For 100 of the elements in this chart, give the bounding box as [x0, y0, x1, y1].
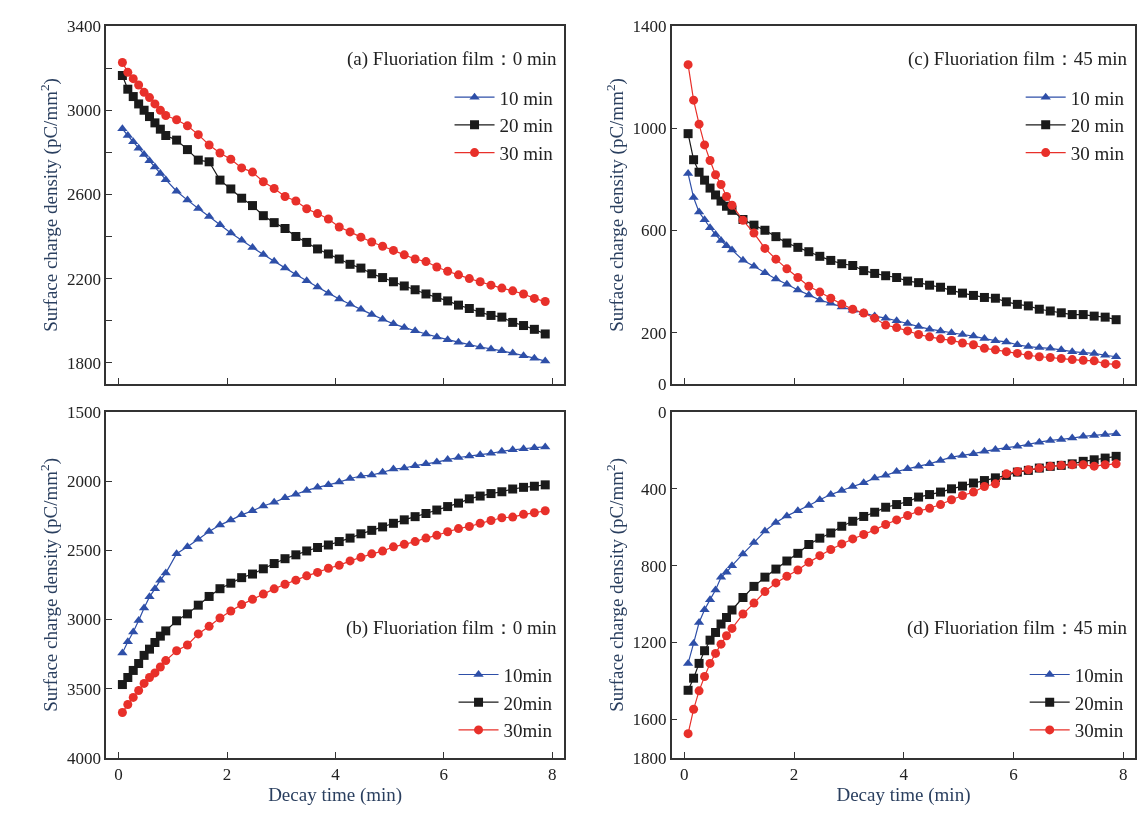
- y-tick-label: 2600: [66, 185, 101, 205]
- point: [367, 525, 377, 535]
- point: [133, 615, 144, 623]
- legend-label: 10min: [1074, 664, 1124, 686]
- point: [694, 119, 704, 129]
- point: [172, 646, 182, 656]
- point: [323, 480, 334, 488]
- point: [529, 293, 539, 303]
- point: [903, 511, 913, 520]
- point: [345, 259, 355, 269]
- x-tick-label: 6: [1009, 764, 1018, 784]
- y-tick-label: 1000: [632, 119, 667, 139]
- point: [1023, 350, 1033, 360]
- point: [990, 479, 1000, 489]
- point: [749, 228, 759, 238]
- point: [716, 639, 726, 649]
- point: [155, 662, 165, 672]
- point: [694, 658, 704, 668]
- point: [432, 292, 442, 302]
- point: [760, 243, 770, 253]
- point: [782, 264, 792, 274]
- point: [782, 556, 792, 566]
- point: [128, 665, 138, 675]
- point: [518, 444, 529, 452]
- point: [367, 237, 377, 247]
- point: [936, 334, 946, 344]
- point: [134, 80, 144, 90]
- point: [859, 266, 869, 276]
- point: [139, 87, 149, 97]
- point: [497, 312, 507, 322]
- point: [540, 329, 550, 339]
- point: [892, 515, 902, 525]
- point: [903, 496, 913, 506]
- y-tick-label: 1500: [66, 402, 101, 422]
- point: [837, 259, 847, 269]
- point: [204, 157, 214, 167]
- point: [722, 192, 732, 202]
- point: [139, 678, 149, 688]
- point: [323, 249, 333, 259]
- point: [519, 321, 529, 331]
- point: [128, 137, 139, 145]
- point: [990, 444, 1001, 452]
- y-tick-label: 600: [640, 221, 667, 241]
- legend-label: 20 min: [1070, 115, 1125, 137]
- x-tick-label: 8: [1119, 764, 1128, 784]
- y-tick-label: 0: [657, 402, 667, 422]
- point: [204, 621, 214, 631]
- point: [475, 518, 485, 528]
- point: [486, 280, 496, 290]
- point: [925, 280, 935, 290]
- point: [968, 478, 978, 488]
- y-tick-label: 2000: [66, 472, 101, 492]
- point: [291, 232, 301, 242]
- point: [804, 247, 814, 257]
- point: [269, 584, 279, 594]
- point: [236, 510, 247, 518]
- point: [771, 254, 781, 264]
- point: [771, 564, 781, 574]
- text: (a) Fluoriation film：0 min: [347, 48, 557, 70]
- point: [540, 480, 550, 490]
- point: [443, 266, 453, 276]
- point: [486, 516, 496, 526]
- point: [1023, 301, 1033, 311]
- point: [145, 672, 155, 682]
- point: [399, 281, 409, 291]
- y-tick-label: 3000: [66, 101, 101, 121]
- point: [540, 442, 551, 450]
- point: [711, 648, 721, 658]
- point: [291, 575, 301, 585]
- point: [683, 729, 693, 739]
- point: [399, 515, 409, 525]
- point: [925, 503, 935, 513]
- legend-label: 30min: [1074, 720, 1124, 742]
- point: [1012, 299, 1022, 309]
- point: [128, 74, 138, 84]
- point: [172, 115, 182, 125]
- legend-label: 10 min: [1070, 87, 1125, 109]
- point: [1089, 461, 1099, 471]
- point: [117, 57, 127, 67]
- point: [410, 512, 420, 522]
- point: [302, 204, 312, 214]
- point: [280, 579, 290, 589]
- point: [892, 323, 902, 333]
- point: [1056, 434, 1067, 442]
- point: [334, 560, 344, 570]
- point: [519, 289, 529, 299]
- point: [172, 616, 182, 626]
- point: [367, 269, 377, 279]
- point: [313, 567, 323, 577]
- point: [1045, 353, 1055, 363]
- point: [486, 489, 496, 499]
- point: [237, 573, 247, 583]
- point: [1056, 308, 1066, 318]
- point: [870, 525, 880, 535]
- point: [722, 631, 732, 641]
- point: [236, 235, 247, 243]
- point: [432, 505, 442, 515]
- point: [464, 304, 474, 313]
- point: [128, 92, 138, 102]
- point: [925, 490, 935, 500]
